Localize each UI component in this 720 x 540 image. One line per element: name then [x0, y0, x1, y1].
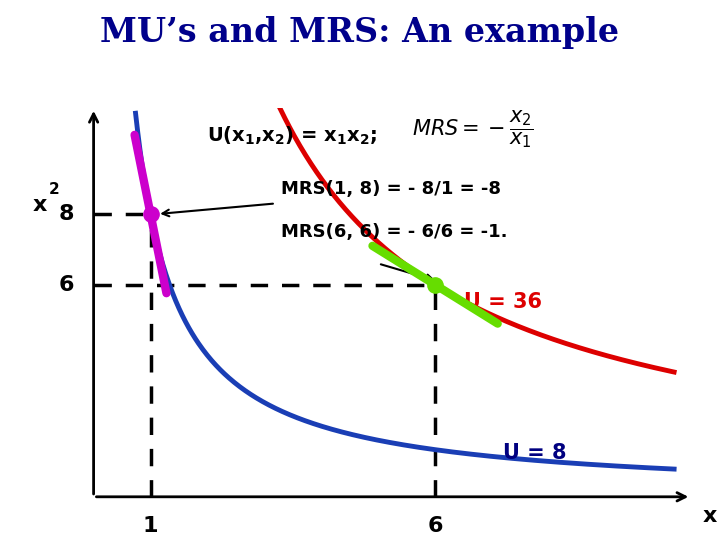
Text: U = 8: U = 8 — [503, 443, 567, 463]
Text: MRS(6, 6) = - 6/6 = -1.: MRS(6, 6) = - 6/6 = -1. — [282, 222, 508, 241]
Text: x: x — [703, 506, 717, 526]
Text: 8: 8 — [58, 204, 73, 224]
Text: 1: 1 — [143, 516, 158, 536]
Text: MRS(1, 8) = - 8/1 = -8: MRS(1, 8) = - 8/1 = -8 — [282, 180, 501, 198]
Text: x: x — [32, 195, 47, 215]
Text: U = 36: U = 36 — [464, 292, 541, 312]
Text: U(x$_\mathbf{1}$,x$_\mathbf{2}$) = x$_\mathbf{1}$x$_\mathbf{2}$;: U(x$_\mathbf{1}$,x$_\mathbf{2}$) = x$_\m… — [207, 125, 377, 147]
Text: 2: 2 — [49, 181, 59, 197]
Text: MU’s and MRS: An example: MU’s and MRS: An example — [100, 16, 620, 49]
Text: 6: 6 — [428, 516, 443, 536]
Text: 6: 6 — [58, 275, 73, 295]
Text: $\mathit{MRS} = -\dfrac{x_2}{x_1}$: $\mathit{MRS} = -\dfrac{x_2}{x_1}$ — [413, 109, 534, 150]
